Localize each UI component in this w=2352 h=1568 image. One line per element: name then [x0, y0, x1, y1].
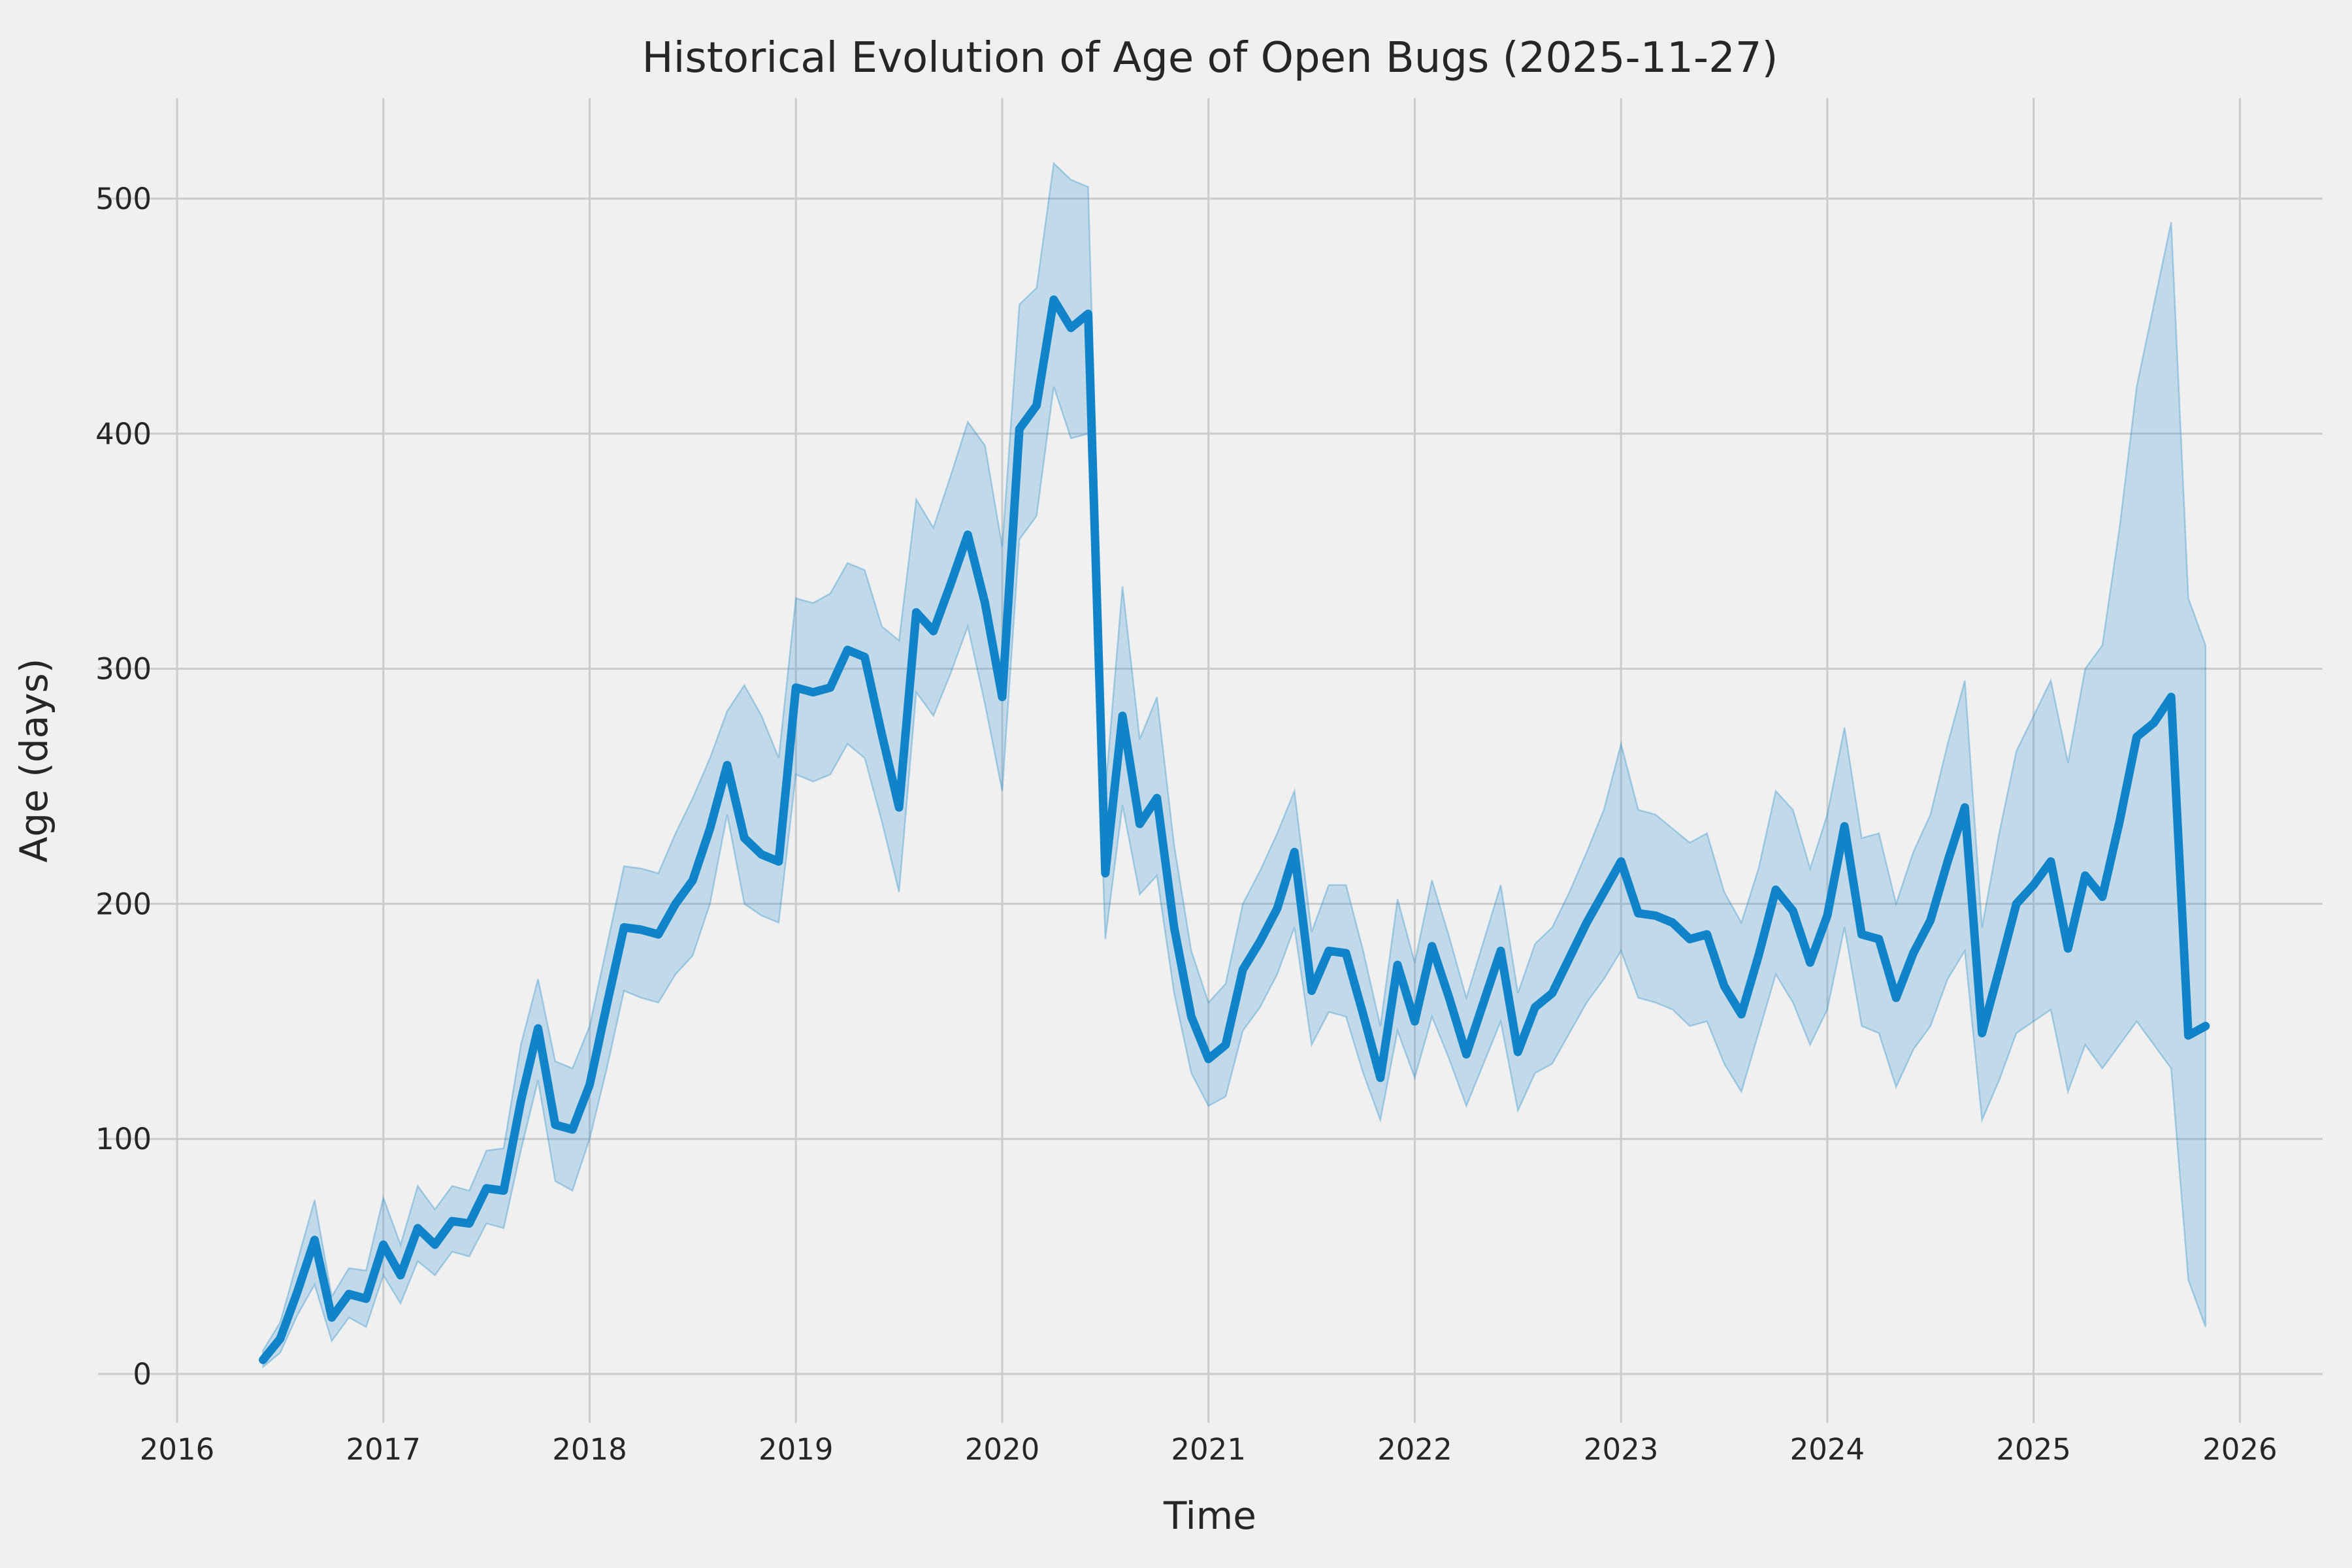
y-axis-label: Age (days) [12, 659, 56, 863]
confidence-band [262, 161, 2207, 1369]
y-tick-label: 200 [95, 887, 152, 921]
x-tick-label: 2019 [759, 1432, 834, 1467]
x-tick-label: 2025 [1996, 1432, 2071, 1467]
x-tick-label: 2022 [1377, 1432, 1452, 1467]
x-tick-label: 2024 [1790, 1432, 1865, 1467]
x-tick-label: 2016 [140, 1432, 215, 1467]
x-tick-label: 2018 [552, 1432, 627, 1467]
y-tick-label: 300 [95, 652, 152, 687]
x-tick-label: 2020 [965, 1432, 1040, 1467]
data-line [259, 295, 2210, 1364]
x-axis-label: Time [1163, 1494, 1256, 1538]
y-tick-label: 500 [95, 182, 152, 216]
y-tick-label: 400 [95, 417, 152, 451]
x-tick-label: 2023 [1584, 1432, 1659, 1467]
x-tick-label: 2026 [2202, 1432, 2278, 1467]
chart-title: Historical Evolution of Age of Open Bugs… [642, 34, 1778, 82]
y-axis-tick-labels: 0 100 200 300 400 500 [95, 182, 152, 1392]
y-tick-label: 0 [133, 1357, 152, 1392]
x-axis-tick-labels: 2016 2017 2018 2019 2020 2021 2022 2023 2024 2025… [140, 1432, 2278, 1467]
gridlines [98, 98, 2323, 1423]
x-tick-label: 2017 [346, 1432, 421, 1467]
y-tick-label: 100 [95, 1122, 152, 1156]
x-tick-label: 2021 [1171, 1432, 1246, 1467]
